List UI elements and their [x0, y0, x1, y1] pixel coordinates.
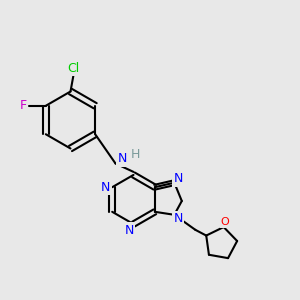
Text: N: N	[117, 152, 127, 166]
Text: N: N	[173, 212, 183, 225]
Text: N: N	[173, 172, 183, 185]
Text: N: N	[124, 224, 134, 237]
Text: Cl: Cl	[68, 62, 80, 75]
Text: O: O	[221, 217, 230, 227]
Text: H: H	[130, 148, 140, 161]
Text: N: N	[101, 181, 110, 194]
Text: F: F	[20, 99, 27, 112]
